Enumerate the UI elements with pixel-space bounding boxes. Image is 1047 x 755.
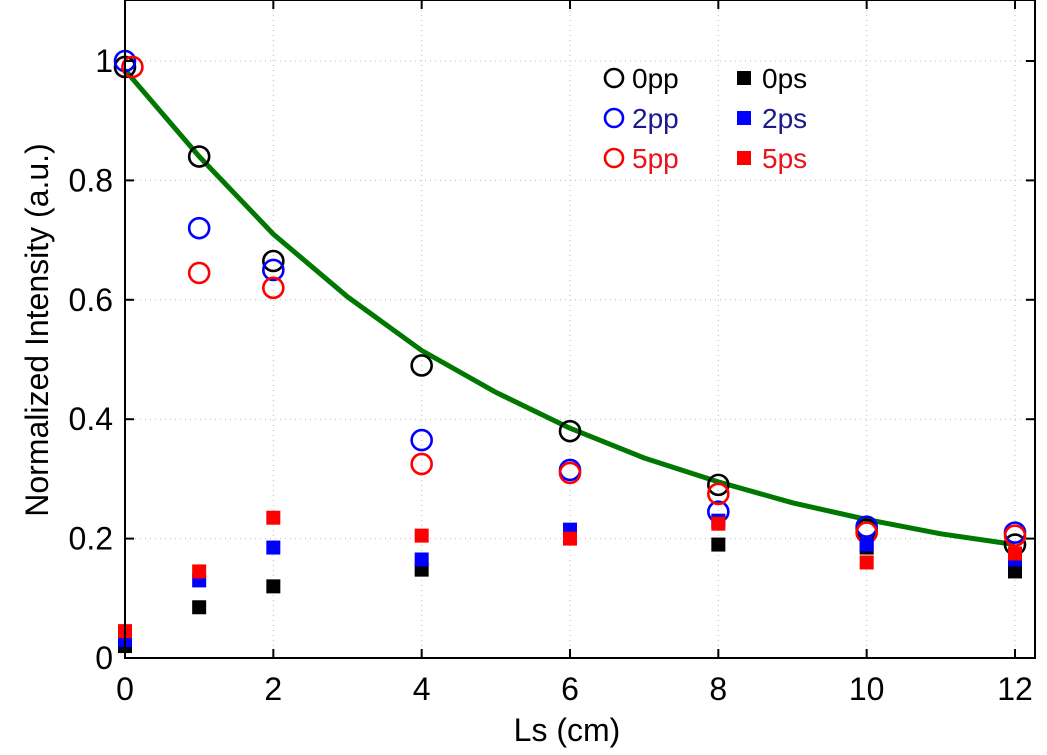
y-tick-label: 0.6 (69, 282, 113, 318)
point-0ps (266, 579, 281, 594)
point-0ps (192, 600, 207, 615)
x-tick-label: 4 (413, 671, 431, 707)
point-5pp (262, 276, 285, 300)
legend-marker-2pp (603, 107, 625, 129)
series-5pp (121, 55, 1027, 547)
legend-label-0ps: 0ps (762, 63, 807, 94)
point-5pp (187, 261, 211, 285)
point-2pp (410, 428, 433, 452)
x-tick-label: 6 (561, 671, 579, 707)
grid-lines (125, 0, 1035, 658)
y-tick-label: 0 (95, 640, 113, 676)
point-0ps (1008, 564, 1022, 579)
point-5pp (121, 55, 144, 79)
point-0pp (410, 354, 433, 377)
axis-ticks (124, 0, 1035, 659)
x-tick-label: 8 (709, 671, 727, 707)
legend-marker-5pp (603, 147, 625, 169)
point-0pp (558, 419, 582, 443)
y-tick-label: 0.8 (69, 162, 113, 198)
point-0pp (707, 473, 730, 497)
point-5ps (859, 555, 874, 570)
legend-label-2pp: 2pp (632, 103, 679, 134)
point-5pp (410, 452, 433, 476)
legend-marker-2ps (737, 111, 751, 125)
point-5ps (266, 510, 281, 525)
legend: 0pp 0ps 2pp 2ps 5pp 5ps (603, 63, 807, 174)
legend-label-5pp: 5pp (632, 143, 679, 174)
legend-label-5ps: 5ps (762, 143, 807, 174)
y-tick-label: 0.2 (69, 521, 113, 557)
point-0pp (187, 145, 211, 168)
tick-labels: 0 2 4 6 8 10 12 0 0.2 0.4 0.6 0.8 1 (69, 43, 1033, 707)
point-5pp (1003, 524, 1027, 547)
point-5ps (414, 528, 429, 543)
point-2ps (414, 552, 429, 567)
point-2pp (187, 216, 211, 240)
legend-marker-5ps (737, 151, 751, 165)
point-2ps (859, 537, 874, 552)
legend-label-0pp: 0pp (632, 63, 679, 94)
point-5pp (558, 461, 582, 485)
point-0pp (262, 249, 285, 273)
plot-frame (124, 0, 1036, 659)
x-tick-label: 0 (116, 671, 134, 707)
point-5ps (192, 564, 207, 579)
y-tick-label: 1 (95, 43, 113, 79)
point-2ps (266, 540, 281, 555)
legend-marker-0ps (737, 71, 751, 85)
y-tick-label: 0.4 (69, 401, 113, 437)
y-axis-label: Normalized Intensity (a.u.) (19, 143, 55, 516)
point-5ps (1008, 546, 1022, 561)
point-5ps (711, 516, 726, 531)
legend-label-2ps: 2ps (762, 103, 807, 134)
point-2pp (855, 515, 878, 538)
x-axis-label: Ls (cm) (514, 712, 621, 748)
point-5ps (563, 531, 577, 546)
point-5pp (707, 482, 730, 506)
x-tick-label: 12 (997, 671, 1033, 707)
point-2pp (262, 258, 285, 282)
legend-marker-0pp (603, 67, 625, 89)
point-0ps (711, 537, 726, 552)
x-tick-label: 2 (264, 671, 282, 707)
data-markers (113, 49, 1027, 654)
x-tick-label: 10 (849, 671, 885, 707)
series-5ps (118, 510, 1022, 639)
